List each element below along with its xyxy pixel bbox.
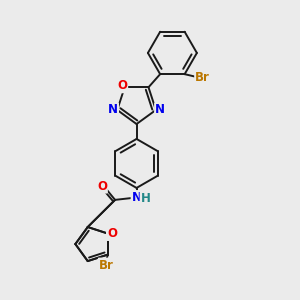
Text: N: N <box>132 191 142 204</box>
Text: H: H <box>141 193 151 206</box>
Text: O: O <box>97 180 107 193</box>
Text: O: O <box>107 227 117 240</box>
Text: N: N <box>108 103 118 116</box>
Text: Br: Br <box>195 71 210 84</box>
Text: N: N <box>155 103 165 116</box>
Text: Br: Br <box>99 259 114 272</box>
Text: O: O <box>117 79 127 92</box>
